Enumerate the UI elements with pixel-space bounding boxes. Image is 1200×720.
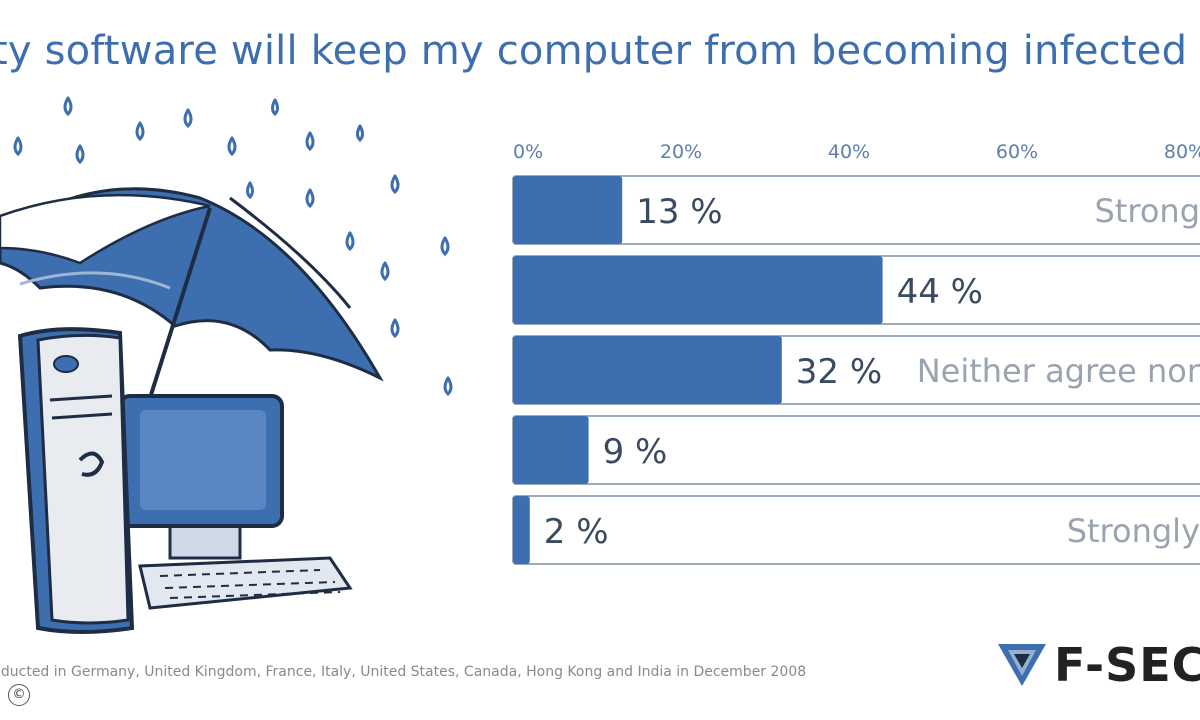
footnote-text: nducted in Germany, United Kingdom, Fran…	[0, 664, 807, 680]
bar-value-label: 32 %	[796, 352, 882, 392]
copyright-icon: ©	[8, 684, 30, 706]
computer-umbrella-illustration	[0, 96, 453, 634]
bar-category-label: Strongly	[1067, 512, 1200, 550]
chart-title-text: rity software will keep my computer from…	[0, 28, 1200, 74]
bar-value-label: 44 %	[897, 272, 983, 312]
x-tick-label: 20%	[660, 141, 702, 163]
bar	[513, 256, 883, 324]
x-tick-label: 0%	[513, 141, 543, 163]
x-tick-label: 60%	[996, 141, 1038, 163]
logo-mark-icon	[998, 644, 1046, 686]
computer-tower	[17, 327, 135, 634]
bar-value-label: 9 %	[603, 432, 668, 472]
x-axis-ticks: 0% 20% 40% 60% 80%	[513, 141, 1200, 163]
bar-value-label: 2 %	[544, 512, 609, 552]
bar	[513, 496, 530, 564]
umbrella	[0, 187, 384, 399]
bar-category-label: Strong	[1095, 192, 1200, 230]
chart-title: rity software will keep my computer from…	[0, 28, 1200, 92]
bars: 13 % Strong 44 % 32 % Neither agree nor 9 % 2 …	[512, 175, 1200, 565]
footnote: nducted in Germany, United Kingdom, Fran…	[0, 664, 980, 688]
company-logo: F-SEC	[996, 638, 1200, 698]
bar-value-label: 13 %	[636, 192, 722, 232]
bar	[513, 336, 782, 404]
raindrops	[13, 96, 453, 397]
bar	[513, 176, 623, 244]
monitor	[118, 394, 284, 560]
x-tick-label: 80%	[1164, 141, 1200, 163]
bar-category-label: Neither agree nor	[917, 352, 1200, 390]
keyboard	[138, 556, 353, 610]
x-tick-label: 40%	[828, 141, 870, 163]
bar	[513, 416, 589, 484]
logo-text: F-SEC	[1054, 638, 1200, 692]
